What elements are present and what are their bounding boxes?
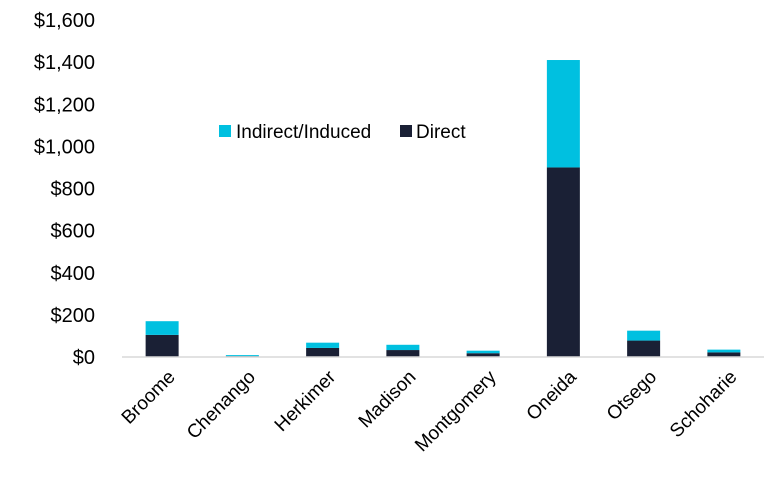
bar-direct-schoharie [707, 352, 741, 357]
x-tick-label: Oneida [523, 366, 581, 424]
y-tick-label: $600 [51, 221, 96, 243]
y-tick-label: $0 [73, 347, 95, 369]
x-tick-label: Chenango [183, 367, 260, 444]
bars [145, 60, 741, 357]
bar-direct-herkimer [306, 347, 340, 357]
y-tick-label: $800 [51, 179, 96, 201]
bar-indirect-induced-madison [386, 344, 420, 351]
bar-indirect-induced-broome [145, 321, 179, 335]
y-tick-label: $1,000 [34, 136, 95, 158]
x-tick-label: Montgomery [411, 366, 501, 456]
legend-swatch-direct [400, 125, 412, 137]
bar-direct-broome [145, 334, 179, 357]
y-tick-label: $400 [51, 263, 96, 285]
y-tick-label: $1,200 [34, 94, 95, 116]
legend: Indirect/Induced Direct [219, 122, 466, 143]
legend-swatch-indirect-induced [219, 125, 231, 137]
legend-label-indirect-induced: Indirect/Induced [236, 122, 371, 143]
bar-direct-otsego [627, 340, 661, 357]
y-tick-label: $1,400 [34, 52, 95, 74]
bar-indirect-induced-schoharie [707, 349, 741, 353]
x-tick-label: Otsego [603, 367, 661, 425]
bar-indirect-induced-chenango [225, 355, 259, 357]
y-tick-label: $1,600 [34, 10, 95, 32]
x-tick-label: Schoharie [666, 367, 741, 442]
bar-indirect-induced-montgomery [466, 350, 500, 354]
x-tick-label: Herkimer [271, 366, 341, 436]
legend-label-direct: Direct [416, 122, 466, 143]
bar-indirect-induced-otsego [627, 330, 661, 341]
bar-direct-oneida [546, 167, 580, 357]
x-tick-label: Broome [118, 367, 180, 429]
bar-direct-madison [386, 350, 420, 357]
bar-indirect-induced-oneida [546, 60, 580, 168]
x-tick-label: Madison [355, 367, 421, 433]
y-tick-label: $200 [51, 305, 96, 327]
y-axis: $0 $200 $400 $600 $800 $1,000 $1,200 $1,400 $1,6… [34, 10, 95, 369]
bar-indirect-induced-herkimer [306, 342, 340, 348]
bar-direct-montgomery [466, 353, 500, 357]
